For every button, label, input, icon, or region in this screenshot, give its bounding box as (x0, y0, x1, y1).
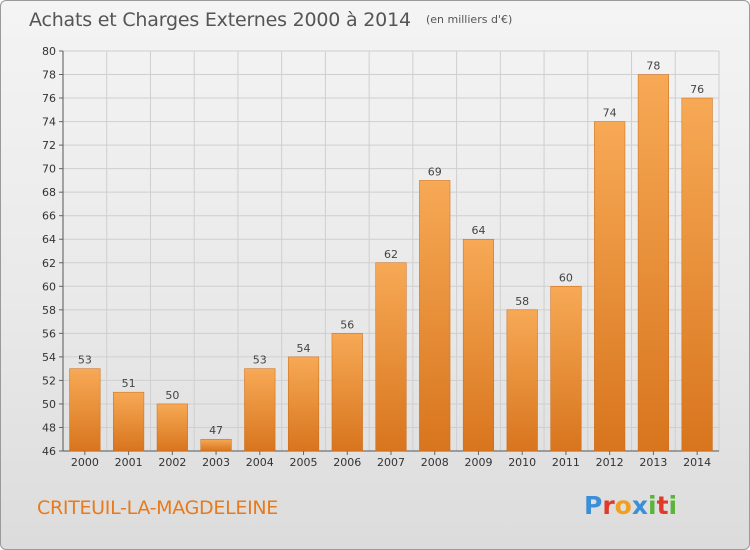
x-tick-label-2014: 2014 (683, 456, 711, 469)
x-tick-label-2007: 2007 (377, 456, 405, 469)
bar-2003 (200, 438, 232, 452)
proxiti-logo[interactable]: Proxiti (584, 491, 677, 520)
y-tick-label: 72 (42, 139, 56, 152)
y-tick-label: 48 (42, 421, 56, 434)
brand-letter: o (614, 491, 632, 520)
bar-2012 (594, 121, 626, 452)
x-tick-label-2004: 2004 (246, 456, 274, 469)
y-tick-label: 62 (42, 257, 56, 270)
y-tick-label: 66 (42, 210, 56, 223)
bar-2006 (331, 333, 363, 452)
x-tick-label-2008: 2008 (421, 456, 449, 469)
bar-2007 (375, 262, 407, 452)
value-label-2000: 53 (78, 354, 92, 367)
y-tick-label: 64 (42, 233, 56, 246)
y-tick-label: 46 (42, 445, 56, 458)
chart-subtitle: (en milliers d'€) (425, 13, 513, 26)
x-tick-label-2003: 2003 (202, 456, 230, 469)
y-tick-label: 52 (42, 374, 56, 387)
x-tick-label-2009: 2009 (464, 456, 492, 469)
x-tick-label-2006: 2006 (333, 456, 361, 469)
y-tick-label: 70 (42, 163, 56, 176)
value-label-2013: 78 (646, 60, 660, 73)
x-tick-label-2013: 2013 (639, 456, 667, 469)
bar-2008 (419, 180, 451, 452)
value-label-2006: 56 (340, 318, 354, 331)
value-label-2012: 74 (603, 107, 617, 120)
brand-letter: P (584, 491, 603, 520)
value-label-2010: 58 (515, 295, 529, 308)
value-label-2003: 47 (209, 424, 223, 437)
y-tick-label: 54 (42, 351, 56, 364)
value-label-2004: 53 (253, 354, 267, 367)
x-tick-label-2005: 2005 (290, 456, 318, 469)
brand-letter: x (631, 491, 648, 520)
x-tick-label-2001: 2001 (115, 456, 143, 469)
x-tick-label-2012: 2012 (596, 456, 624, 469)
value-label-2014: 76 (690, 83, 704, 96)
chart-title: Achats et Charges Externes 2000 à 2014 (29, 9, 411, 31)
value-label-2011: 60 (559, 271, 573, 284)
value-label-2009: 64 (471, 224, 485, 237)
value-label-2007: 62 (384, 248, 398, 261)
brand-letter: r (602, 491, 615, 520)
y-tick-label: 68 (42, 186, 56, 199)
bar-2011 (550, 286, 582, 452)
brand-letter: i (648, 491, 657, 520)
bars (69, 74, 713, 452)
bar-2013 (637, 74, 669, 452)
x-tick-label-2002: 2002 (158, 456, 186, 469)
x-tick-label-2011: 2011 (552, 456, 580, 469)
brand-letter: t (656, 491, 669, 520)
bar-2005 (287, 356, 320, 452)
y-tick-label: 56 (42, 327, 56, 340)
y-tick-label: 80 (42, 45, 56, 58)
x-tick-label-2000: 2000 (71, 456, 99, 469)
y-tick-label: 50 (42, 398, 56, 411)
value-label-2001: 51 (122, 377, 136, 390)
y-tick-label: 58 (42, 304, 56, 317)
bar-2000 (69, 368, 101, 452)
y-tick-label: 76 (42, 92, 56, 105)
value-label-2005: 54 (297, 342, 311, 355)
y-tick-label: 78 (42, 69, 56, 82)
bar-2001 (113, 391, 145, 452)
brand-letter: i (668, 491, 678, 520)
x-tick-label-2010: 2010 (508, 456, 536, 469)
labels: 53 51 50 47 53 54 56 62 69 64 58 60 74 78 76 (78, 60, 704, 438)
y-tick-label: 60 (42, 280, 56, 293)
axes: 46 48 50 52 54 56 58 60 62 64 66 68 70 72 74 76 78 80 2000… (42, 45, 719, 469)
y-tick-label: 74 (42, 116, 56, 129)
value-label-2008: 69 (428, 165, 442, 178)
bar-2010 (506, 309, 538, 452)
chart-header: Achats et Charges Externes 2000 à 2014 (… (29, 9, 512, 31)
bar-2014 (681, 97, 713, 452)
bar-2002 (156, 403, 188, 452)
commune-name: CRITEUIL-LA-MAGDELEINE (37, 497, 278, 519)
bar-2004 (244, 368, 276, 452)
bar-2009 (462, 238, 495, 452)
value-label-2002: 50 (165, 389, 179, 402)
